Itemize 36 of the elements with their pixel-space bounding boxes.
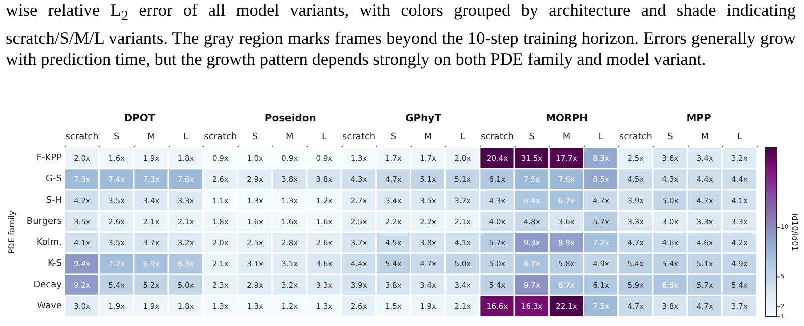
text: GPhyT [406,114,442,124]
x-tick-label: scratch [342,132,376,142]
x-tick-label: M [562,132,571,142]
y-tick-label: Wave [37,301,62,312]
x-tick-label: M [286,132,294,142]
y-tick-label: Burgers [26,216,62,227]
text: MORPH [546,114,588,124]
x-tick-label: M [424,132,432,142]
x-tick-label: scratch [66,132,99,142]
y-tick-label: Kolm. [36,238,62,248]
y-tick-label: Decay [34,280,63,290]
x-tick-label: L [460,132,466,142]
x-tick-label: M [701,132,709,142]
x-tick-label: L [598,132,604,142]
x-tick-label: L [737,132,742,142]
y-tick-label: G-S [46,174,62,185]
color-bar-title: id10/id01 [790,214,800,252]
y-axis-title: PDE family [8,210,16,254]
x-tick-label: S [252,132,258,142]
y-tick-label: S-H [46,196,62,206]
x-tick-label: scratch [204,132,238,142]
x-tick-label: L [184,132,189,142]
x-tick-label: M [148,132,156,142]
x-tick-label: scratch [480,132,514,142]
x-tick-label: L [322,132,327,142]
text: Poseidon [264,114,316,124]
x-tick-label: S [114,132,120,142]
chart-title: wise relative L$_{2}$ error of all model variants, with colors grouped by architecture and shade indicating scratch/S/M/L variants. The gray region marks frames beyond the 10-step training horizon. Errors generally grow with prediction time, but the growth pattern depends strongly on both PDE family and model variant. [6,0,796,71]
x-tick-label: S [390,132,397,142]
y-tick-label: F-KPP [36,154,63,164]
x-tick-label: S [529,132,536,142]
x-tick-label: scratch [619,132,652,142]
text: DPOT [124,114,156,124]
y-tick-label: K-S [48,259,62,270]
text: MPP [686,114,712,124]
x-tick-label: S [668,132,674,142]
